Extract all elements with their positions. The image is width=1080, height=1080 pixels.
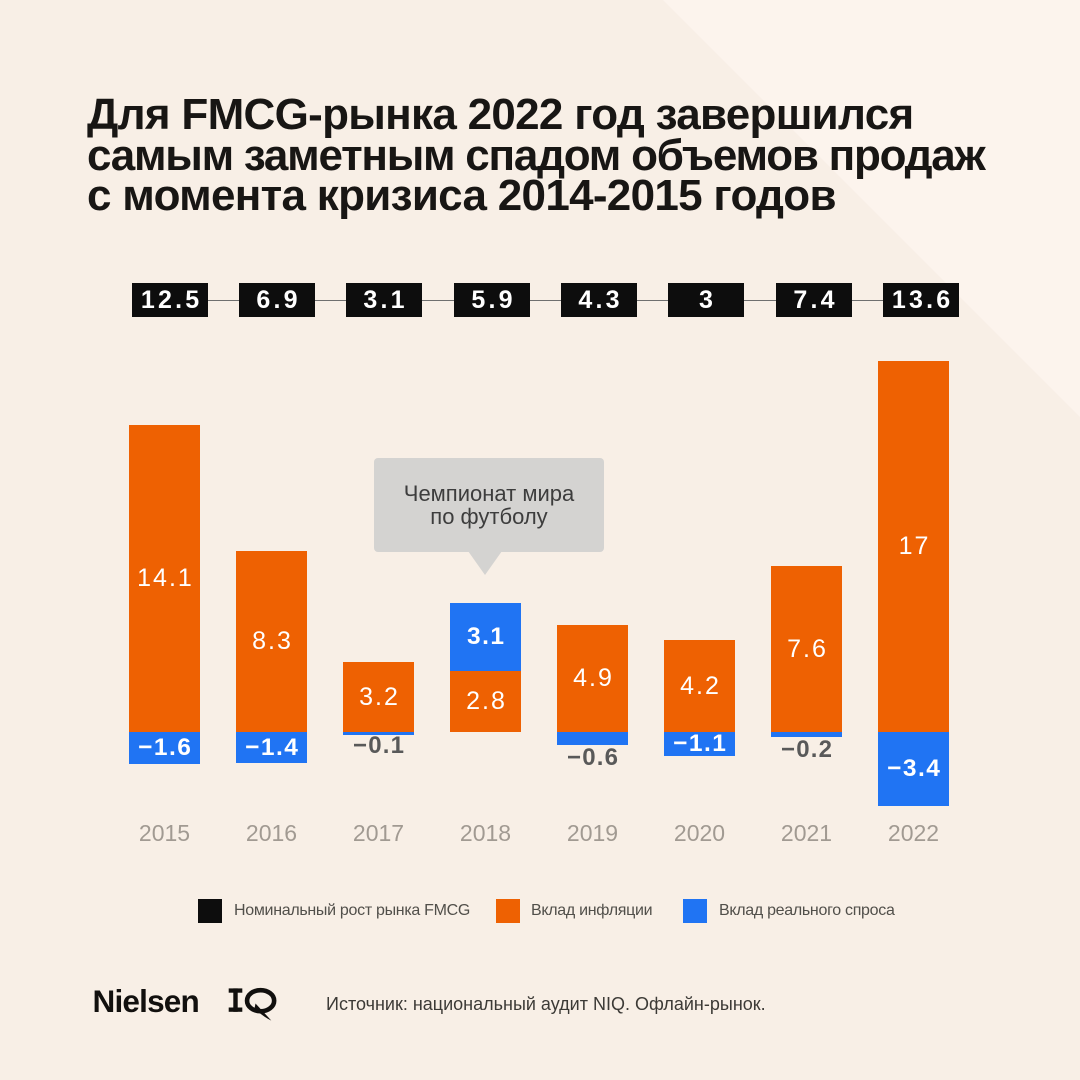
svg-text:Nielsen: Nielsen bbox=[93, 983, 199, 1019]
